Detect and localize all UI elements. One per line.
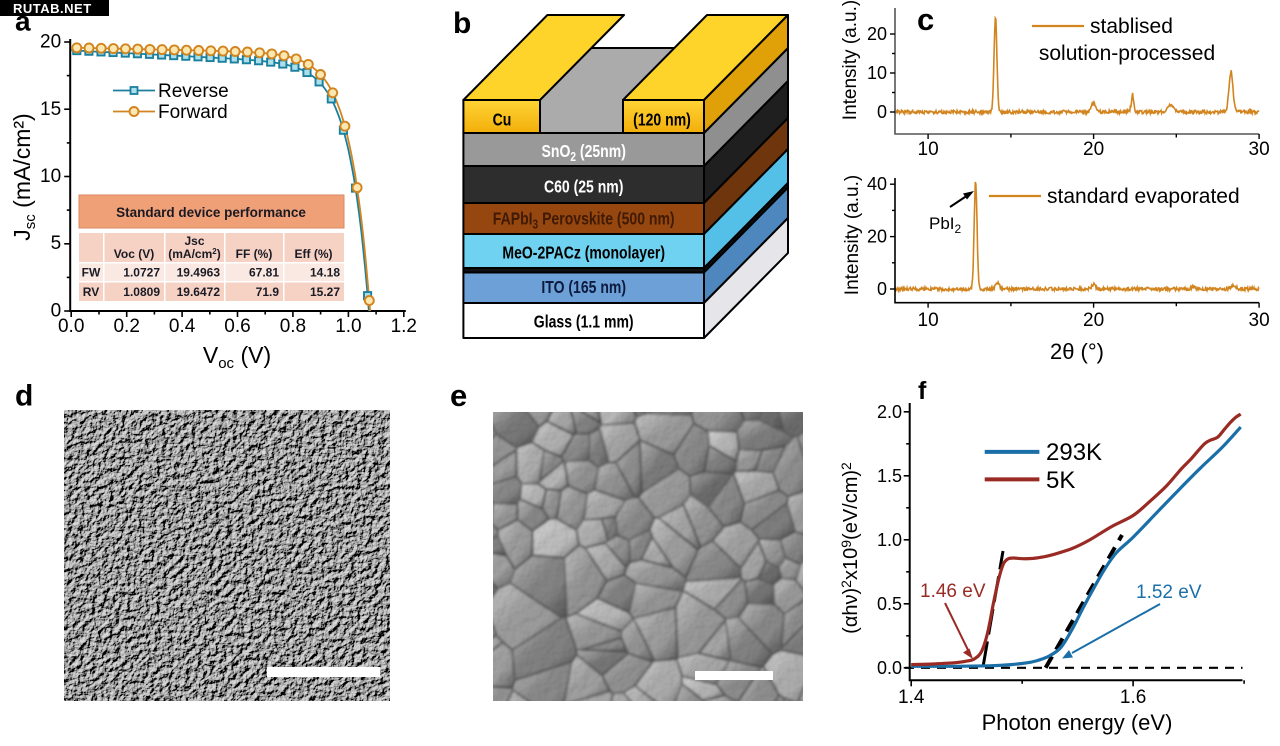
svg-text:standard evaporated: standard evaporated <box>1047 185 1240 208</box>
svg-text:MeO-2PACz (monolayer): MeO-2PACz (monolayer) <box>502 243 665 263</box>
svg-text:0.8: 0.8 <box>280 316 306 337</box>
svg-text:293K: 293K <box>1046 439 1102 466</box>
svg-text:stablised: stablised <box>1090 15 1173 38</box>
svg-text:5: 5 <box>51 233 62 254</box>
svg-text:0.2: 0.2 <box>113 316 139 337</box>
svg-text:1.0727: 1.0727 <box>123 266 160 280</box>
svg-text:0: 0 <box>877 102 887 122</box>
svg-text:15: 15 <box>40 99 61 120</box>
svg-text:0: 0 <box>877 279 887 299</box>
svg-text:Reverse: Reverse <box>158 81 229 102</box>
svg-text:10: 10 <box>918 310 939 331</box>
svg-text:2θ (°): 2θ (°) <box>1050 339 1104 364</box>
svg-text:f: f <box>918 377 927 405</box>
svg-text:d: d <box>15 380 33 413</box>
svg-text:RUTAB.NET: RUTAB.NET <box>13 1 92 16</box>
svg-text:20: 20 <box>1083 310 1104 331</box>
svg-text:1.6: 1.6 <box>1120 687 1146 708</box>
svg-text:1.46 eV: 1.46 eV <box>920 581 986 602</box>
svg-text:0.6: 0.6 <box>224 316 250 337</box>
svg-text:SnO2 (25nm): SnO2 (25nm) <box>542 141 626 164</box>
svg-text:solution-processed: solution-processed <box>1039 42 1215 65</box>
svg-text:10: 10 <box>40 166 61 187</box>
svg-text:(120 nm): (120 nm) <box>633 110 691 130</box>
svg-text:1.0809: 1.0809 <box>123 285 160 299</box>
svg-text:0.4: 0.4 <box>169 316 196 337</box>
svg-text:1.0: 1.0 <box>335 316 361 337</box>
svg-text:Voc (V): Voc (V) <box>114 247 154 261</box>
svg-text:0.0: 0.0 <box>877 658 902 678</box>
svg-text:0.0: 0.0 <box>58 316 84 337</box>
svg-text:67.81: 67.81 <box>249 266 279 280</box>
svg-text:FW: FW <box>82 266 101 280</box>
svg-text:1.2: 1.2 <box>391 316 417 337</box>
svg-text:20: 20 <box>1083 139 1104 160</box>
svg-text:(mA/cm2): (mA/cm2) <box>168 247 220 261</box>
svg-text:RV: RV <box>83 285 99 299</box>
svg-text:FAPbI3 Perovskite (500 nm): FAPbI3 Perovskite (500 nm) <box>493 209 675 232</box>
svg-text:14.18: 14.18 <box>310 266 340 280</box>
svg-text:Standard device performance: Standard device performance <box>116 205 306 220</box>
svg-text:1.4: 1.4 <box>898 687 925 708</box>
svg-text:Jsc: Jsc <box>184 234 204 248</box>
svg-text:40: 40 <box>867 174 887 194</box>
svg-text:0.5: 0.5 <box>877 594 902 614</box>
svg-text:19.4963: 19.4963 <box>177 266 221 280</box>
svg-text:e: e <box>450 378 467 413</box>
svg-text:Voc (V): Voc (V) <box>203 342 271 372</box>
svg-text:Eff (%): Eff (%) <box>295 247 333 261</box>
svg-text:1.52 eV: 1.52 eV <box>1136 582 1202 603</box>
svg-text:2.0: 2.0 <box>877 402 902 422</box>
svg-text:Intensity (a.u.): Intensity (a.u.) <box>840 0 861 120</box>
svg-text:Photon energy (eV): Photon energy (eV) <box>982 710 1173 735</box>
svg-text:C60 (25 nm): C60 (25 nm) <box>544 177 624 197</box>
svg-text:ITO (165 nm): ITO (165 nm) <box>541 277 626 297</box>
svg-text:Cu: Cu <box>493 110 512 130</box>
svg-text:c: c <box>917 2 934 37</box>
svg-text:b: b <box>453 7 471 40</box>
svg-text:Glass (1.1 mm): Glass (1.1 mm) <box>534 312 634 332</box>
svg-text:19.6472: 19.6472 <box>177 285 221 299</box>
svg-text:5K: 5K <box>1046 467 1075 494</box>
svg-text:1.0: 1.0 <box>877 530 902 550</box>
svg-text:Forward: Forward <box>158 102 228 123</box>
svg-text:10: 10 <box>867 63 887 83</box>
svg-text:PbI2: PbI2 <box>929 214 962 236</box>
svg-text:Jsc (mA/cm²): Jsc (mA/cm²) <box>9 113 39 240</box>
svg-text:20: 20 <box>867 24 887 44</box>
svg-text:71.9: 71.9 <box>256 285 280 299</box>
svg-text:10: 10 <box>918 139 939 160</box>
svg-text:30: 30 <box>1249 139 1270 160</box>
svg-text:20: 20 <box>867 227 887 247</box>
svg-text:30: 30 <box>1249 310 1270 331</box>
svg-text:Intensity (a.u.): Intensity (a.u.) <box>842 175 863 295</box>
svg-text:20: 20 <box>40 32 61 53</box>
svg-text:15.27: 15.27 <box>310 285 340 299</box>
svg-text:FF (%): FF (%) <box>236 247 273 261</box>
svg-text:1.5: 1.5 <box>877 466 902 486</box>
svg-text:(αhν)2x109(eV/cm)2: (αhν)2x109(eV/cm)2 <box>838 462 862 634</box>
svg-text:0: 0 <box>51 301 62 322</box>
